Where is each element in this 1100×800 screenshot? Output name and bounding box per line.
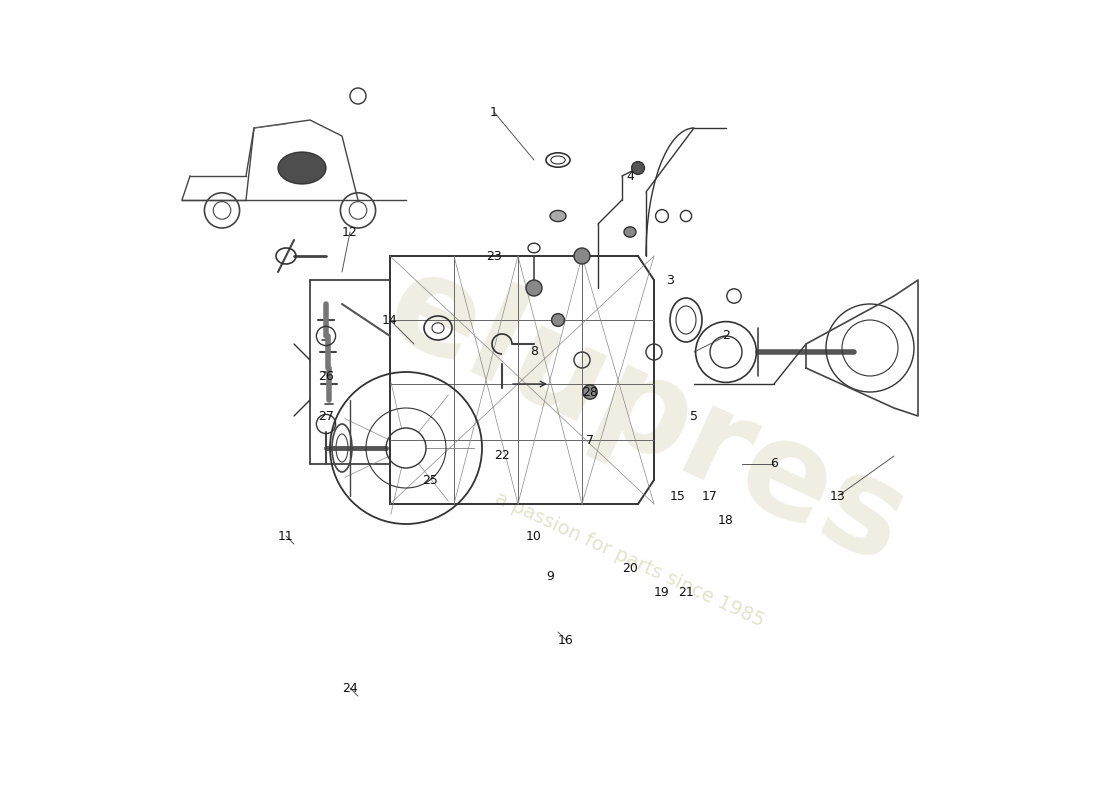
- Text: 4: 4: [626, 170, 634, 182]
- Ellipse shape: [550, 210, 566, 222]
- Text: 1: 1: [491, 106, 498, 118]
- Circle shape: [551, 314, 564, 326]
- Text: 8: 8: [530, 346, 538, 358]
- Text: 13: 13: [830, 490, 846, 502]
- Text: 3: 3: [667, 274, 674, 286]
- Text: 14: 14: [382, 314, 398, 326]
- Text: 12: 12: [342, 226, 358, 238]
- Text: 18: 18: [718, 514, 734, 526]
- Text: 25: 25: [422, 474, 438, 486]
- Text: 6: 6: [770, 458, 778, 470]
- Text: a passion for parts since 1985: a passion for parts since 1985: [493, 489, 768, 631]
- Text: 5: 5: [690, 410, 698, 422]
- Text: 27: 27: [318, 410, 334, 422]
- Ellipse shape: [624, 227, 636, 238]
- Circle shape: [583, 385, 597, 399]
- Circle shape: [631, 162, 645, 174]
- Circle shape: [526, 280, 542, 296]
- Text: 2: 2: [722, 330, 730, 342]
- Circle shape: [574, 248, 590, 264]
- Text: 28: 28: [582, 386, 598, 398]
- Text: 17: 17: [702, 490, 718, 502]
- Text: 7: 7: [586, 434, 594, 446]
- Ellipse shape: [278, 152, 326, 184]
- Text: 26: 26: [318, 370, 334, 382]
- Text: elupres: elupres: [367, 241, 925, 591]
- Text: 24: 24: [342, 682, 358, 694]
- Text: 23: 23: [486, 250, 502, 262]
- Text: 20: 20: [623, 562, 638, 574]
- Text: 9: 9: [546, 570, 554, 582]
- Text: 15: 15: [670, 490, 686, 502]
- Text: 19: 19: [654, 586, 670, 598]
- Text: 10: 10: [526, 530, 542, 542]
- Text: 11: 11: [278, 530, 294, 542]
- Text: 21: 21: [678, 586, 694, 598]
- Text: 16: 16: [558, 634, 574, 646]
- Text: 22: 22: [494, 450, 510, 462]
